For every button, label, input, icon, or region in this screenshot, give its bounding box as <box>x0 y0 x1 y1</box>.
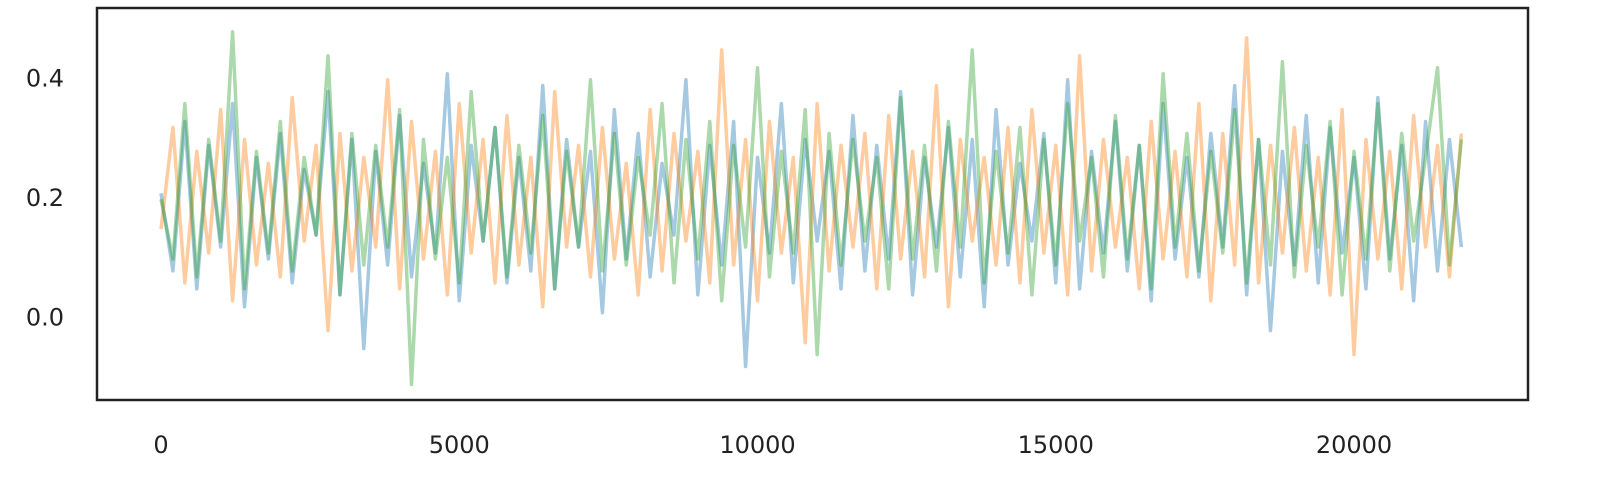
x-tick-label: 0 <box>153 431 168 459</box>
plot-frame <box>95 6 1530 402</box>
trace-line <box>159 36 1464 357</box>
trace-line <box>159 71 1464 369</box>
trace-line <box>159 30 1464 387</box>
x-tick-label: 20000 <box>1316 431 1392 459</box>
x-tick-label: 10000 <box>719 431 795 459</box>
y-tick-label: 0.4 <box>26 65 64 93</box>
y-tick-label: 0.2 <box>26 184 64 212</box>
y-tick-label: 0.0 <box>26 304 64 332</box>
x-tick-label: 5000 <box>429 431 490 459</box>
x-tick-label: 15000 <box>1018 431 1094 459</box>
